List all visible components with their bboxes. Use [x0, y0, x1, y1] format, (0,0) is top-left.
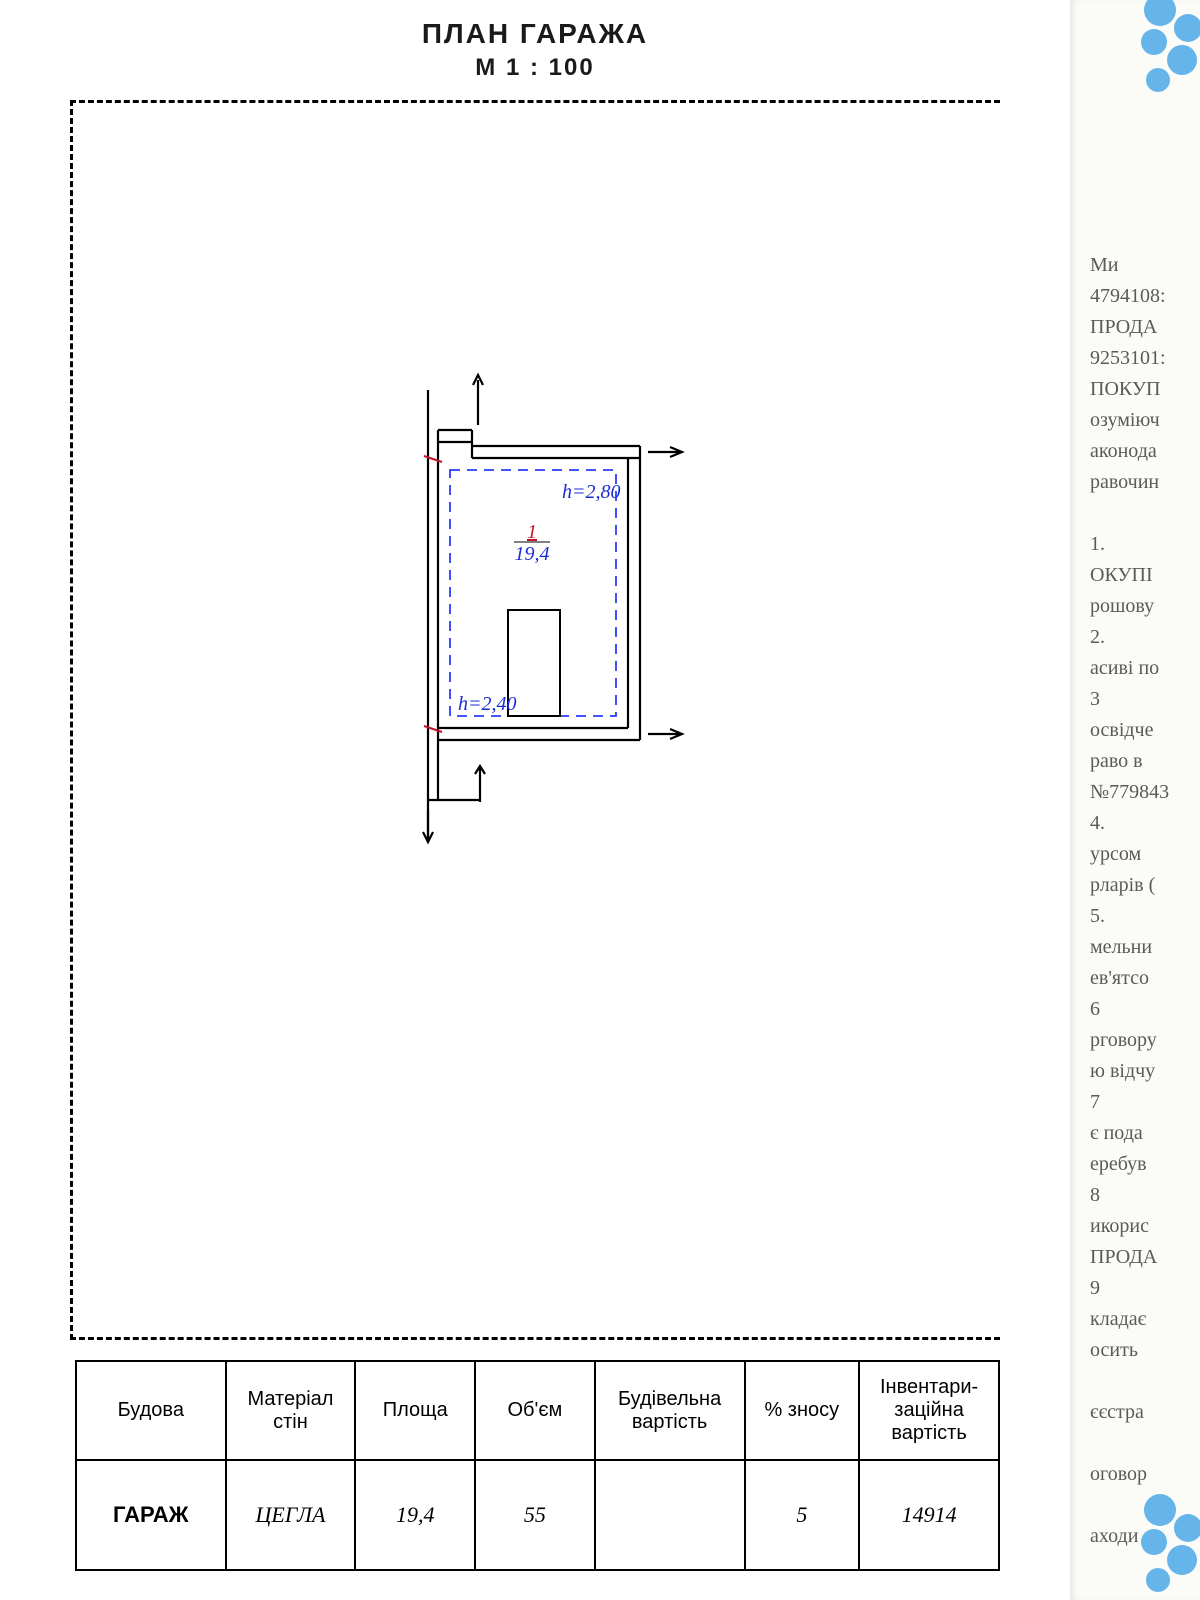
scale-label: М 1 : 100 [0, 54, 1070, 82]
adjacent-text-fragment: №779843 [1090, 777, 1200, 808]
cell-volume: 55 [475, 1460, 595, 1570]
adjacent-text-fragment: мельни [1090, 932, 1200, 963]
table-header-row: Будова Матеріал стін Площа Об'єм Будівел… [76, 1361, 999, 1460]
adjacent-text-fragment: оговор [1090, 1459, 1200, 1490]
adjacent-text-fragment [1090, 1366, 1200, 1397]
adjacent-text-fragment [1090, 1428, 1200, 1459]
adjacent-text-fragment: ев'ятсо [1090, 963, 1200, 994]
adjacent-text-fragment: 5. [1090, 901, 1200, 932]
adjacent-text-fragment: 1. [1090, 529, 1200, 560]
adjacent-text-fragment: равочин [1090, 467, 1200, 498]
adjacent-text-fragment: є пода [1090, 1118, 1200, 1149]
properties-table: Будова Матеріал стін Площа Об'єм Будівел… [75, 1360, 1000, 1571]
adjacent-text-fragment: 4794108: [1090, 281, 1200, 312]
height-lower-label: h=2,40 [458, 693, 517, 715]
adjacent-text-fragment: освідче [1090, 715, 1200, 746]
adjacent-text-fragment: ПРОДА [1090, 1242, 1200, 1273]
adjacent-text-fragment: икорис [1090, 1211, 1200, 1242]
adjacent-text-fragment: рговору [1090, 1025, 1200, 1056]
adjacent-text-fragment: раво в [1090, 746, 1200, 777]
adjacent-text-fragment: 6 [1090, 994, 1200, 1025]
adjacent-text-fragment: ОКУПІ [1090, 560, 1200, 591]
adjacent-text-fragment: єєстра [1090, 1397, 1200, 1428]
document-page: ПЛАН ГАРАЖА М 1 : 100 [0, 0, 1070, 1600]
adjacent-text-fragment: 2. [1090, 622, 1200, 653]
page-title: ПЛАН ГАРАЖА [0, 18, 1070, 50]
room-number: 1 [527, 521, 537, 543]
adjacent-text-fragment: 9 [1090, 1273, 1200, 1304]
garage-plan-diagram: h=2,80 h=2,40 1 19,4 [380, 370, 700, 870]
col-build-cost: Будівельна вартість [595, 1361, 745, 1460]
adjacent-text-fragment: озуміюч [1090, 405, 1200, 436]
adjacent-text-fragment: Ми [1090, 250, 1200, 281]
cell-build-cost [595, 1460, 745, 1570]
col-wear: % зносу [745, 1361, 860, 1460]
adjacent-text-fragment: 9253101: [1090, 343, 1200, 374]
adjacent-text-fragment: асиві по [1090, 653, 1200, 684]
height-upper-label: h=2,80 [562, 481, 621, 503]
adjacent-text-fragment: рларів ( [1090, 870, 1200, 901]
cell-area: 19,4 [355, 1460, 475, 1570]
title-block: ПЛАН ГАРАЖА М 1 : 100 [0, 18, 1070, 82]
cell-inventory-val: 14914 [859, 1460, 999, 1570]
col-inventory-val: Інвентари-заційна вартість [859, 1361, 999, 1460]
adjacent-text-fragment [1090, 498, 1200, 529]
cell-material: ЦЕГЛА [226, 1460, 356, 1570]
adjacent-text-fragment: ю відчу [1090, 1056, 1200, 1087]
adjacent-text-fragment: рошову [1090, 591, 1200, 622]
adjacent-text-fragment: аконода [1090, 436, 1200, 467]
security-pattern-bottom-icon [1130, 1490, 1200, 1600]
adjacent-text-fragment: урсом [1090, 839, 1200, 870]
cell-wear: 5 [745, 1460, 860, 1570]
adjacent-text-fragment: ПРОДА [1090, 312, 1200, 343]
adjacent-text-fragment: осить [1090, 1335, 1200, 1366]
table-row: ГАРАЖ ЦЕГЛА 19,4 55 5 14914 [76, 1460, 999, 1570]
col-material: Матеріал стін [226, 1361, 356, 1460]
adjacent-text-fragment: 3 [1090, 684, 1200, 715]
adjacent-text-fragment: еребув [1090, 1149, 1200, 1180]
col-building: Будова [76, 1361, 226, 1460]
adjacent-text-fragment: ПОКУП [1090, 374, 1200, 405]
room-area-label: 19,4 [515, 543, 550, 565]
adjacent-text-fragment: кладає [1090, 1304, 1200, 1335]
adjacent-text-fragment: 8 [1090, 1180, 1200, 1211]
cell-building-label: ГАРАЖ [76, 1460, 226, 1570]
adjacent-text-fragment: 4. [1090, 808, 1200, 839]
adjacent-page-fragment: Ми4794108:ПРОДА9253101:ПОКУПозуміючаконо… [1070, 0, 1200, 1600]
col-area: Площа [355, 1361, 475, 1460]
adjacent-text-fragment: 7 [1090, 1087, 1200, 1118]
col-volume: Об'єм [475, 1361, 595, 1460]
security-pattern-top-icon [1130, 0, 1200, 110]
